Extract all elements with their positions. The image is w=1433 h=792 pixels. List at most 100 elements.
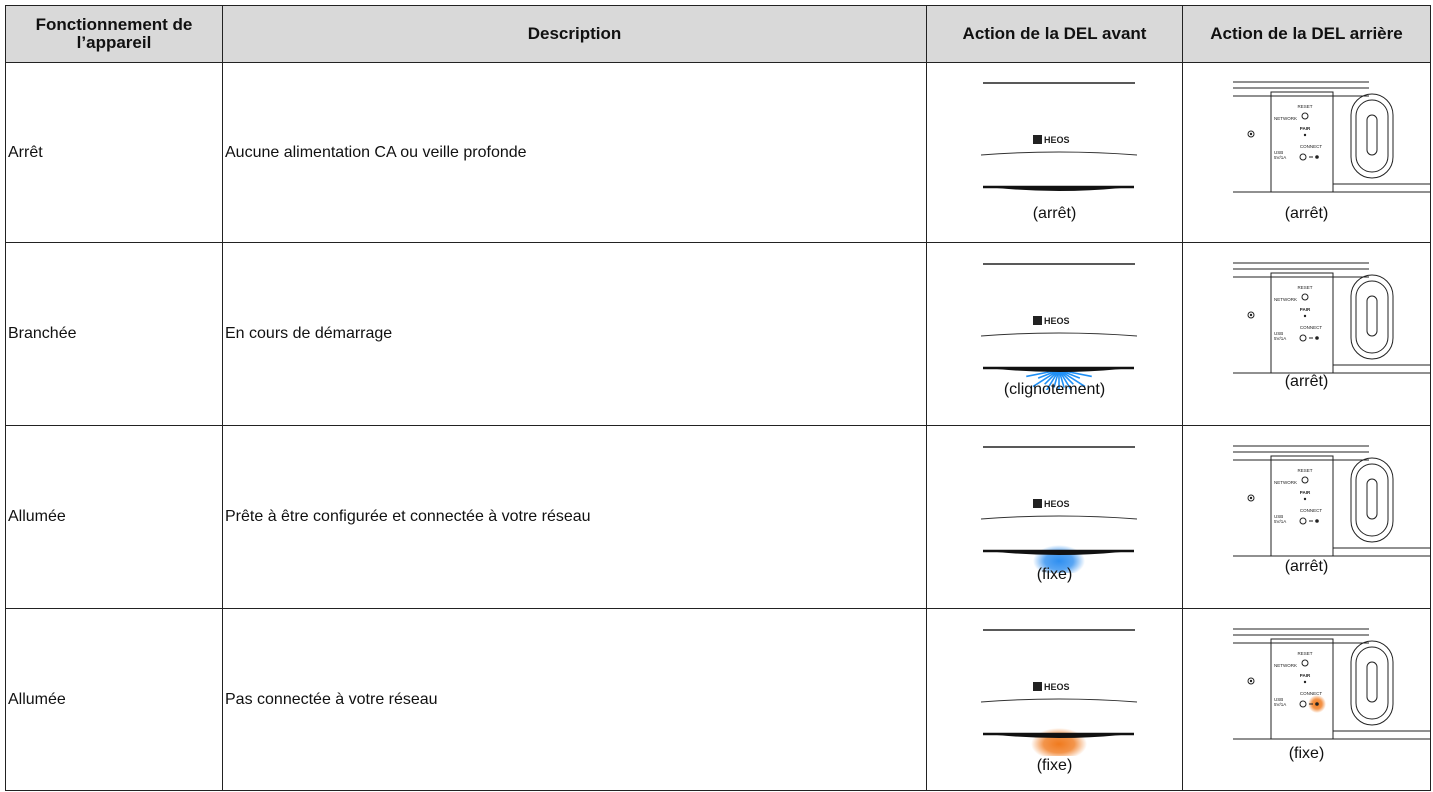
keyhole-mid [1355, 646, 1389, 719]
panel-label: PAIR [1300, 307, 1311, 312]
led-ray [1058, 369, 1073, 390]
panel-label: 5V/1A [1274, 702, 1286, 707]
front-illustration: HEOS [980, 628, 1138, 756]
led-ray [1045, 369, 1060, 390]
panel-label: 5V/1A [1274, 519, 1286, 524]
connect-led [1315, 701, 1319, 706]
front-led-cell: HEOS (arrêt) [926, 62, 1183, 243]
panel-label: RESET [1297, 104, 1312, 109]
panel-label: NETWORK [1274, 480, 1297, 485]
front-illustration: HEOS [980, 446, 1138, 573]
panel-label: USB [1274, 697, 1283, 702]
keyhole [1366, 661, 1378, 702]
reset-button [1301, 476, 1309, 484]
logo-text: HEOS [1044, 316, 1070, 326]
panel-label: USB [1274, 150, 1283, 155]
screw [1249, 132, 1253, 135]
connect-led [1315, 336, 1319, 340]
keyhole [1366, 478, 1378, 520]
connect-button [1299, 517, 1307, 525]
rear-caption: (arrêt) [1284, 373, 1329, 390]
keyhole [1366, 114, 1378, 155]
rear-led-cell: RESET NETWORK PAIR CONNECT USB 5V/1A (arrêt) [1182, 242, 1431, 426]
port-panel [1270, 272, 1334, 374]
device-foot [997, 552, 1121, 555]
panel-label: USB [1274, 331, 1283, 336]
logo-mark [1033, 316, 1042, 325]
pair-led [1303, 680, 1307, 683]
screw [1247, 130, 1255, 137]
connect-button [1299, 153, 1307, 160]
rear-led-cell: RESET NETWORK PAIR CONNECT USB 5V/1A (arrêt) [1182, 62, 1431, 243]
rear-led-cell: RESET NETWORK PAIR CONNECT USB 5V/1A (arrêt) [1182, 425, 1431, 609]
reset-button [1301, 659, 1309, 666]
panel-label: CONNECT [1300, 691, 1323, 696]
front-caption: (arrêt) [1032, 205, 1077, 222]
front-led-cell: HEOS (fixe) [926, 425, 1183, 609]
logo-text: HEOS [1044, 499, 1070, 509]
keyhole-outer [1350, 457, 1394, 543]
screw [1249, 313, 1253, 317]
keyhole-mid [1355, 280, 1389, 354]
screw [1247, 677, 1255, 684]
table-row: Branchée En cours de démarrage HEOS (cligno… [5, 242, 1431, 426]
device-curve [980, 332, 1138, 337]
keyhole-mid [1355, 99, 1389, 172]
front-led-cell: HEOS (clignotement) [926, 242, 1183, 426]
logo-mark [1033, 681, 1042, 691]
pair-led [1303, 497, 1307, 501]
device-foot [997, 369, 1121, 372]
header-cell: Action de la DEL arrière [1182, 5, 1431, 63]
operation-cell: Allumée [5, 425, 223, 609]
screw [1247, 494, 1255, 502]
panel-label: RESET [1297, 285, 1312, 290]
device-curve [980, 515, 1138, 520]
keyhole-outer [1350, 640, 1394, 725]
reset-button [1301, 293, 1309, 301]
panel-label: PAIR [1300, 126, 1311, 131]
rear-led-cell: RESET NETWORK PAIR CONNECT USB 5V/1A (fixe) [1182, 608, 1431, 791]
pair-led [1303, 314, 1307, 318]
led-ray [1058, 369, 1065, 388]
port-panel [1270, 455, 1334, 557]
connect-button [1299, 334, 1307, 342]
reset-button [1301, 112, 1309, 119]
description-cell: Pas connectée à votre réseau [222, 608, 927, 791]
panel-label: CONNECT [1300, 144, 1323, 149]
table-row: Arrêt Aucune alimentation CA ou veille pr… [5, 62, 1431, 243]
logo-text: HEOS [1044, 682, 1070, 692]
panel-label: CONNECT [1300, 508, 1323, 513]
device-foot [997, 734, 1121, 738]
connect-button [1299, 700, 1307, 707]
front-led-cell: HEOS (fixe) [926, 608, 1183, 791]
device-curve [980, 151, 1138, 155]
led-ray [1058, 369, 1086, 388]
led-table: Fonctionnement de l’appareil Description… [5, 5, 1431, 791]
panel-label: 5V/1A [1274, 155, 1286, 160]
header-cell: Action de la DEL avant [926, 5, 1183, 63]
device-curve [980, 698, 1138, 702]
header-cell: Fonctionnement de l’appareil [5, 5, 223, 63]
operation-cell: Arrêt [5, 62, 223, 243]
keyhole-outer [1350, 93, 1394, 178]
led-ray [1053, 369, 1060, 388]
keyhole [1366, 295, 1378, 337]
header-row: Fonctionnement de l’appareil Description… [5, 5, 1431, 63]
port-panel [1270, 638, 1334, 739]
panel-label: PAIR [1300, 490, 1311, 495]
panel-label: NETWORK [1274, 116, 1297, 121]
panel-label: USB [1274, 514, 1283, 519]
device-foot [997, 187, 1121, 191]
description-cell: Aucune alimentation CA ou veille profond… [222, 62, 927, 243]
panel-label: PAIR [1300, 673, 1311, 678]
connect-led [1315, 519, 1319, 523]
led-ray [1032, 369, 1060, 388]
operation-cell: Branchée [5, 242, 223, 426]
led-ray [1058, 369, 1074, 385]
panel-label: RESET [1297, 468, 1312, 473]
